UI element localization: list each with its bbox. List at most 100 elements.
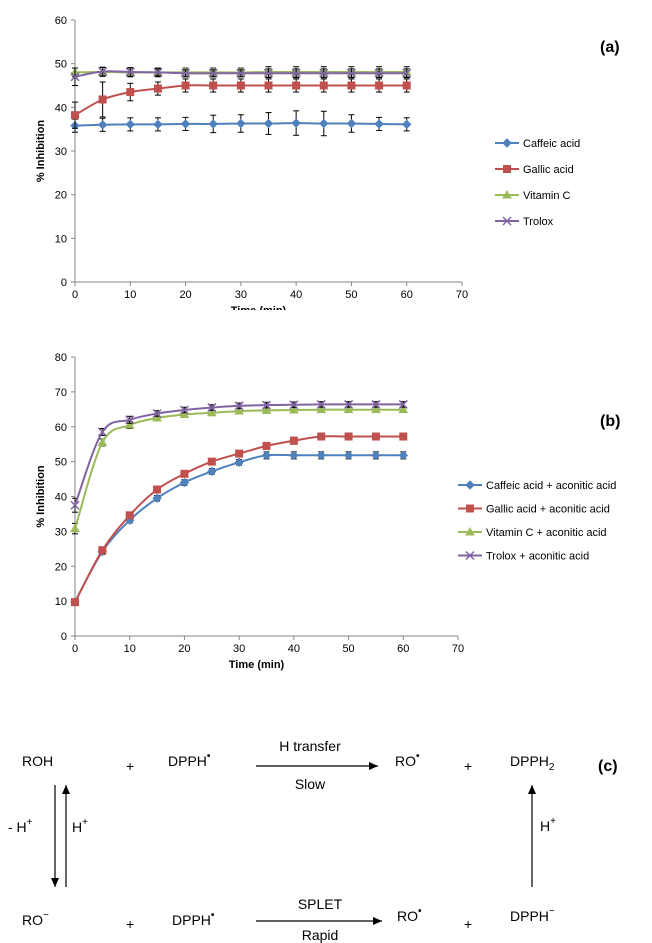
- series-line: [74, 408, 404, 529]
- data-point: [398, 404, 409, 414]
- data-point: [262, 441, 271, 450]
- x-tick-label: 70: [456, 289, 468, 301]
- data-point: [234, 406, 245, 415]
- data-point: [153, 119, 163, 130]
- x-tick-label: 30: [233, 643, 245, 655]
- y-tick-label: 50: [55, 59, 67, 71]
- data-point: [234, 457, 244, 468]
- legend-entry: Trolox: [495, 216, 554, 228]
- data-point: [179, 409, 190, 419]
- data-point: [292, 81, 301, 90]
- scheme-dpph-radical: DPPH•: [168, 751, 211, 769]
- x-tick-label: 40: [288, 643, 300, 655]
- legend-marker: [465, 526, 475, 536]
- data-point: [371, 404, 381, 414]
- y-tick-label: 10: [55, 596, 67, 608]
- data-point: [347, 81, 356, 90]
- data-point: [371, 432, 380, 441]
- series-3: [70, 404, 409, 535]
- data-point: [291, 118, 301, 128]
- data-point: [125, 415, 135, 425]
- legend-marker: [502, 216, 512, 226]
- data-point: [402, 119, 412, 130]
- data-point: [319, 81, 328, 90]
- data-point: [206, 407, 217, 417]
- x-tick-label: 30: [235, 289, 247, 301]
- x-axis-title: Time (min): [229, 659, 285, 671]
- legend-entry: Gallic acid + aconitic acid: [458, 504, 610, 516]
- data-point: [344, 399, 354, 409]
- data-point: [125, 511, 134, 520]
- data-point: [179, 405, 189, 415]
- data-point: [343, 450, 354, 461]
- data-point: [234, 401, 244, 411]
- y-tick-label: 10: [55, 233, 67, 245]
- data-point: [152, 413, 162, 422]
- data-point: [124, 419, 135, 429]
- data-point: [319, 68, 329, 78]
- x-tick-label: 50: [345, 289, 357, 301]
- data-point: [208, 119, 218, 129]
- panel-label: (a): [600, 39, 620, 56]
- arrow-label-splet: SPLET: [298, 896, 343, 912]
- legend-marker: [503, 165, 511, 173]
- data-point: [261, 400, 272, 410]
- y-tick-label: 0: [61, 631, 67, 643]
- series-2: [71, 78, 411, 129]
- legend-marker: [465, 480, 475, 490]
- data-point: [153, 84, 162, 93]
- data-point: [371, 399, 381, 409]
- data-point: [153, 67, 163, 77]
- data-point: [153, 485, 162, 494]
- data-point: [98, 546, 107, 555]
- legend-marker: [465, 550, 475, 561]
- data-point: [316, 404, 327, 414]
- data-point: [126, 88, 135, 97]
- data-point: [288, 405, 299, 414]
- scheme-ro-anion: RO−: [22, 910, 49, 928]
- scheme-ro-radical-2: RO•: [397, 906, 422, 924]
- data-point: [180, 469, 189, 478]
- x-tick-label: 10: [124, 289, 136, 301]
- data-point: [399, 432, 408, 441]
- data-point: [402, 81, 411, 90]
- series-line: [74, 453, 404, 603]
- data-point: [235, 449, 244, 458]
- data-point: [236, 81, 245, 90]
- data-point: [291, 68, 301, 78]
- legend-label: Caffeic acid: [523, 138, 580, 150]
- data-point: [152, 493, 162, 503]
- legend-label: Gallic acid: [523, 164, 574, 176]
- series-1: [70, 110, 412, 137]
- data-point: [319, 118, 329, 129]
- y-tick-label: 30: [55, 526, 67, 538]
- x-tick-label: 10: [124, 643, 136, 655]
- x-tick-label: 60: [401, 289, 413, 301]
- legend-entry: Trolox + aconitic acid: [458, 551, 589, 563]
- data-point: [180, 119, 191, 129]
- x-tick-label: 70: [452, 643, 464, 655]
- data-point: [70, 523, 80, 533]
- data-point: [98, 95, 107, 104]
- y-tick-label: 80: [55, 352, 67, 364]
- x-tick-label: 20: [178, 643, 190, 655]
- data-point: [261, 405, 272, 414]
- data-point: [402, 68, 412, 78]
- scheme-plus-1: +: [126, 758, 134, 774]
- x-tick-label: 50: [342, 643, 354, 655]
- chart-a: 0 10 20 30 40 50 60 0 10 20 30 40 50 60 70 Time (min) % …: [35, 15, 620, 310]
- legend-label: Caffeic acid + aconitic acid: [486, 480, 616, 492]
- legend-entry: Vitamin C: [495, 189, 571, 202]
- y-tick-label: 50: [55, 457, 67, 469]
- legend-marker: [466, 504, 474, 513]
- data-point: [207, 403, 217, 413]
- arrow-label-slow: Slow: [295, 776, 326, 792]
- scheme-ro-radical: RO•: [395, 751, 420, 769]
- data-point: [343, 404, 354, 414]
- y-tick-label: 20: [55, 190, 67, 202]
- data-point: [346, 68, 356, 78]
- data-point: [179, 477, 190, 488]
- data-point: [70, 500, 80, 510]
- data-point: [236, 118, 246, 129]
- data-point: [207, 457, 216, 466]
